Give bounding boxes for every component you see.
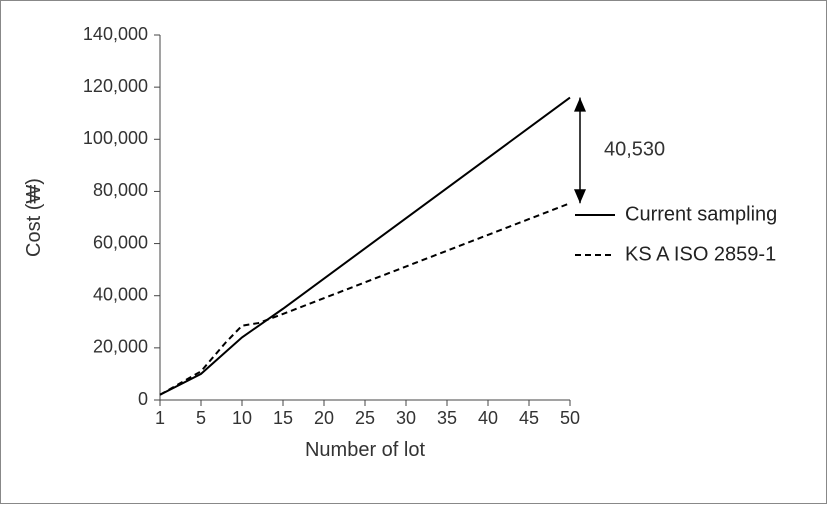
legend-label-1: KS A ISO 2859-1 — [625, 243, 776, 265]
y-tick-label: 100,000 — [83, 128, 148, 148]
y-tick-label: 0 — [138, 389, 148, 409]
x-axis-label: Number of lot — [305, 439, 425, 461]
legend-label-0: Current sampling — [625, 203, 777, 225]
chart-container: 0 20,000 40,000 60,000 80,000 100,000 120,000 1… — [0, 0, 827, 509]
x-tick-label: 20 — [314, 408, 334, 428]
y-tick-label: 140,000 — [83, 24, 148, 44]
x-tick-label: 1 — [155, 408, 165, 428]
annotation-label: 40,530 — [604, 139, 665, 161]
line-chart: 0 20,000 40,000 60,000 80,000 100,000 120,000 1… — [0, 0, 827, 504]
x-tick-label: 10 — [232, 408, 252, 428]
x-tick-label: 50 — [560, 408, 580, 428]
y-tick-label: 20,000 — [93, 337, 148, 357]
x-tick-label: 45 — [519, 408, 539, 428]
y-tick-label: 40,000 — [93, 284, 148, 304]
x-tick-label: 5 — [196, 408, 206, 428]
y-tick-label: 60,000 — [93, 232, 148, 252]
x-tick-label: 40 — [478, 408, 498, 428]
y-tick-label: 80,000 — [93, 180, 148, 200]
y-axis-label: Cost (₩) — [23, 178, 45, 257]
x-tick-label: 15 — [273, 408, 293, 428]
x-tick-label: 35 — [437, 408, 457, 428]
y-tick-label: 120,000 — [83, 76, 148, 96]
x-tick-label: 30 — [396, 408, 416, 428]
x-tick-label: 25 — [355, 408, 375, 428]
